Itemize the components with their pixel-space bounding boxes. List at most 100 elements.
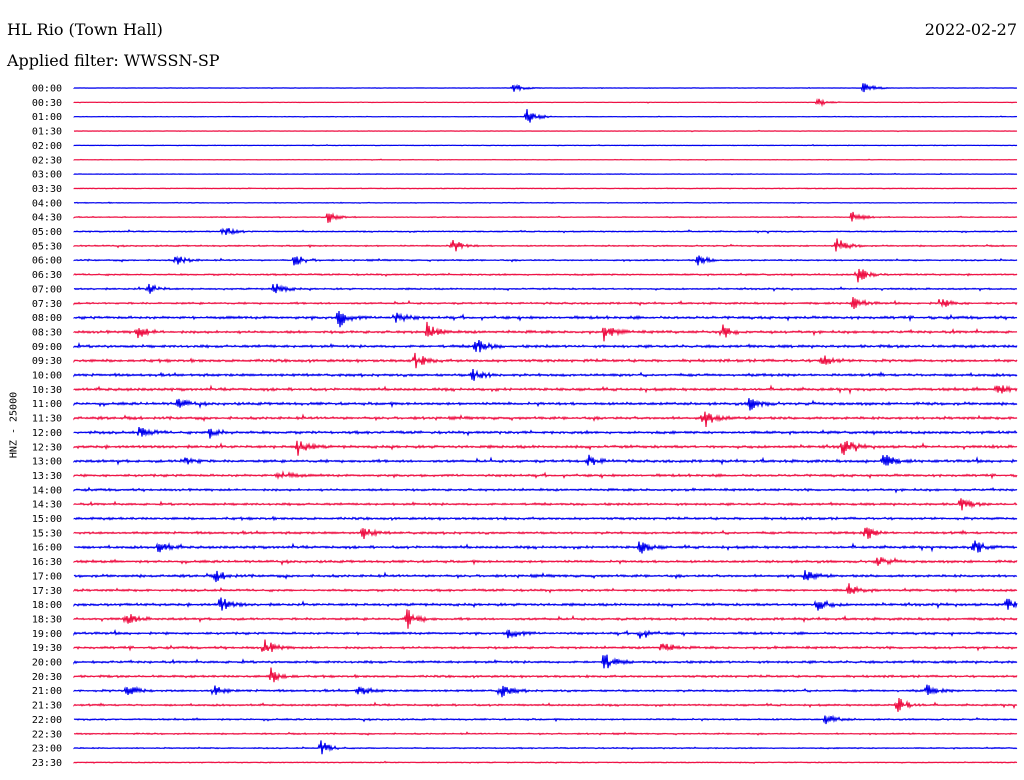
time-tick-0530: 05:30 xyxy=(32,241,62,252)
trace-0930 xyxy=(73,352,1018,369)
trace-0700 xyxy=(73,283,1018,294)
time-tick-labels: 00:00 00:30 01:00 01:30 02:00 02:30 03:00 03:30… xyxy=(32,84,62,769)
trace-2230 xyxy=(73,731,1018,736)
time-tick-0430: 04:30 xyxy=(32,213,62,224)
time-tick-1600: 16:00 xyxy=(32,543,62,554)
time-tick-2130: 21:30 xyxy=(32,701,62,712)
filter-label: Applied filter: WWSSN-SP xyxy=(7,51,220,70)
time-tick-0300: 03:00 xyxy=(32,170,62,181)
time-tick-1030: 10:30 xyxy=(32,385,62,396)
trace-0400 xyxy=(73,201,1018,204)
time-tick-1000: 10:00 xyxy=(32,371,62,382)
time-tick-1200: 12:00 xyxy=(32,428,62,439)
time-tick-1930: 19:30 xyxy=(32,643,62,654)
time-tick-1800: 18:00 xyxy=(32,600,62,611)
trace-1300 xyxy=(73,454,1018,466)
time-tick-1100: 11:00 xyxy=(32,399,62,410)
time-tick-2230: 22:30 xyxy=(32,729,62,740)
time-tick-1630: 16:30 xyxy=(32,557,62,568)
time-tick-2330: 23:30 xyxy=(32,758,62,769)
time-tick-1430: 14:30 xyxy=(32,500,62,511)
trace-0000 xyxy=(73,83,1018,93)
trace-1930 xyxy=(73,639,1018,652)
trace-0430 xyxy=(73,211,1018,223)
time-tick-0600: 06:00 xyxy=(32,256,62,267)
time-tick-0630: 06:30 xyxy=(32,270,62,281)
trace-0600 xyxy=(73,255,1018,266)
trace-1600 xyxy=(73,540,1018,554)
trace-1330 xyxy=(73,470,1018,480)
trace-0900 xyxy=(73,340,1018,353)
trace-1400 xyxy=(73,486,1018,494)
time-tick-1730: 17:30 xyxy=(32,586,62,597)
trace-1000 xyxy=(73,369,1018,381)
time-tick-2200: 22:00 xyxy=(32,715,62,726)
trace-0500 xyxy=(73,227,1018,236)
time-tick-0900: 09:00 xyxy=(32,342,62,353)
time-tick-0400: 04:00 xyxy=(32,198,62,209)
time-tick-2030: 20:30 xyxy=(32,672,62,683)
trace-0330 xyxy=(73,187,1018,190)
trace-0100 xyxy=(73,109,1018,123)
trace-1630 xyxy=(73,556,1018,566)
time-tick-1830: 18:30 xyxy=(32,614,62,625)
trace-0200 xyxy=(73,144,1018,147)
time-tick-2300: 23:00 xyxy=(32,744,62,755)
trace-1130 xyxy=(73,411,1018,427)
time-tick-1500: 15:00 xyxy=(32,514,62,525)
trace-1700 xyxy=(73,570,1018,583)
trace-0800 xyxy=(73,310,1018,328)
time-tick-1330: 13:30 xyxy=(32,471,62,482)
time-tick-0330: 03:30 xyxy=(32,184,62,195)
time-tick-0100: 01:00 xyxy=(32,112,62,123)
time-tick-1700: 17:00 xyxy=(32,571,62,582)
station-title: HL Rio (Town Hall) xyxy=(7,20,163,39)
time-tick-0500: 05:00 xyxy=(32,227,62,238)
time-tick-0730: 07:30 xyxy=(32,299,62,310)
time-tick-2100: 21:00 xyxy=(32,686,62,697)
trace-1430 xyxy=(73,498,1018,511)
trace-2130 xyxy=(73,697,1018,712)
trace-2000 xyxy=(73,654,1018,669)
time-tick-0130: 01:30 xyxy=(32,127,62,138)
time-tick-0200: 02:00 xyxy=(32,141,62,152)
trace-1900 xyxy=(73,629,1018,639)
seismic-traces xyxy=(73,83,1018,765)
trace-1530 xyxy=(73,527,1018,539)
trace-0830 xyxy=(73,321,1018,342)
time-tick-1400: 14:00 xyxy=(32,485,62,496)
trace-0630 xyxy=(73,268,1018,283)
time-tick-0800: 08:00 xyxy=(32,313,62,324)
trace-0730 xyxy=(73,296,1018,310)
time-tick-0930: 09:30 xyxy=(32,356,62,367)
trace-0030 xyxy=(73,97,1018,108)
time-tick-0830: 08:30 xyxy=(32,327,62,338)
time-tick-0030: 00:30 xyxy=(32,98,62,109)
trace-0130 xyxy=(73,129,1018,133)
trace-2100 xyxy=(73,684,1018,698)
trace-2200 xyxy=(73,714,1018,725)
trace-1800 xyxy=(73,597,1018,611)
trace-1100 xyxy=(73,398,1018,411)
time-tick-1230: 12:30 xyxy=(32,442,62,453)
time-tick-1130: 11:30 xyxy=(32,414,62,425)
trace-2030 xyxy=(73,667,1018,683)
trace-1500 xyxy=(73,515,1018,522)
trace-1830 xyxy=(73,609,1018,629)
trace-1230 xyxy=(73,440,1018,456)
record-date: 2022-02-27 xyxy=(924,20,1017,39)
time-tick-1900: 19:00 xyxy=(32,629,62,640)
time-tick-0700: 07:00 xyxy=(32,284,62,295)
trace-0300 xyxy=(73,172,1018,176)
trace-2300 xyxy=(73,740,1018,755)
time-tick-0230: 02:30 xyxy=(32,155,62,166)
trace-1030 xyxy=(73,384,1018,395)
time-tick-1300: 13:00 xyxy=(32,457,62,468)
trace-1730 xyxy=(73,583,1018,594)
trace-0530 xyxy=(73,238,1018,252)
time-tick-2000: 20:00 xyxy=(32,658,62,669)
trace-2330 xyxy=(73,760,1018,765)
time-tick-1530: 15:30 xyxy=(32,528,62,539)
trace-1200 xyxy=(73,426,1018,439)
